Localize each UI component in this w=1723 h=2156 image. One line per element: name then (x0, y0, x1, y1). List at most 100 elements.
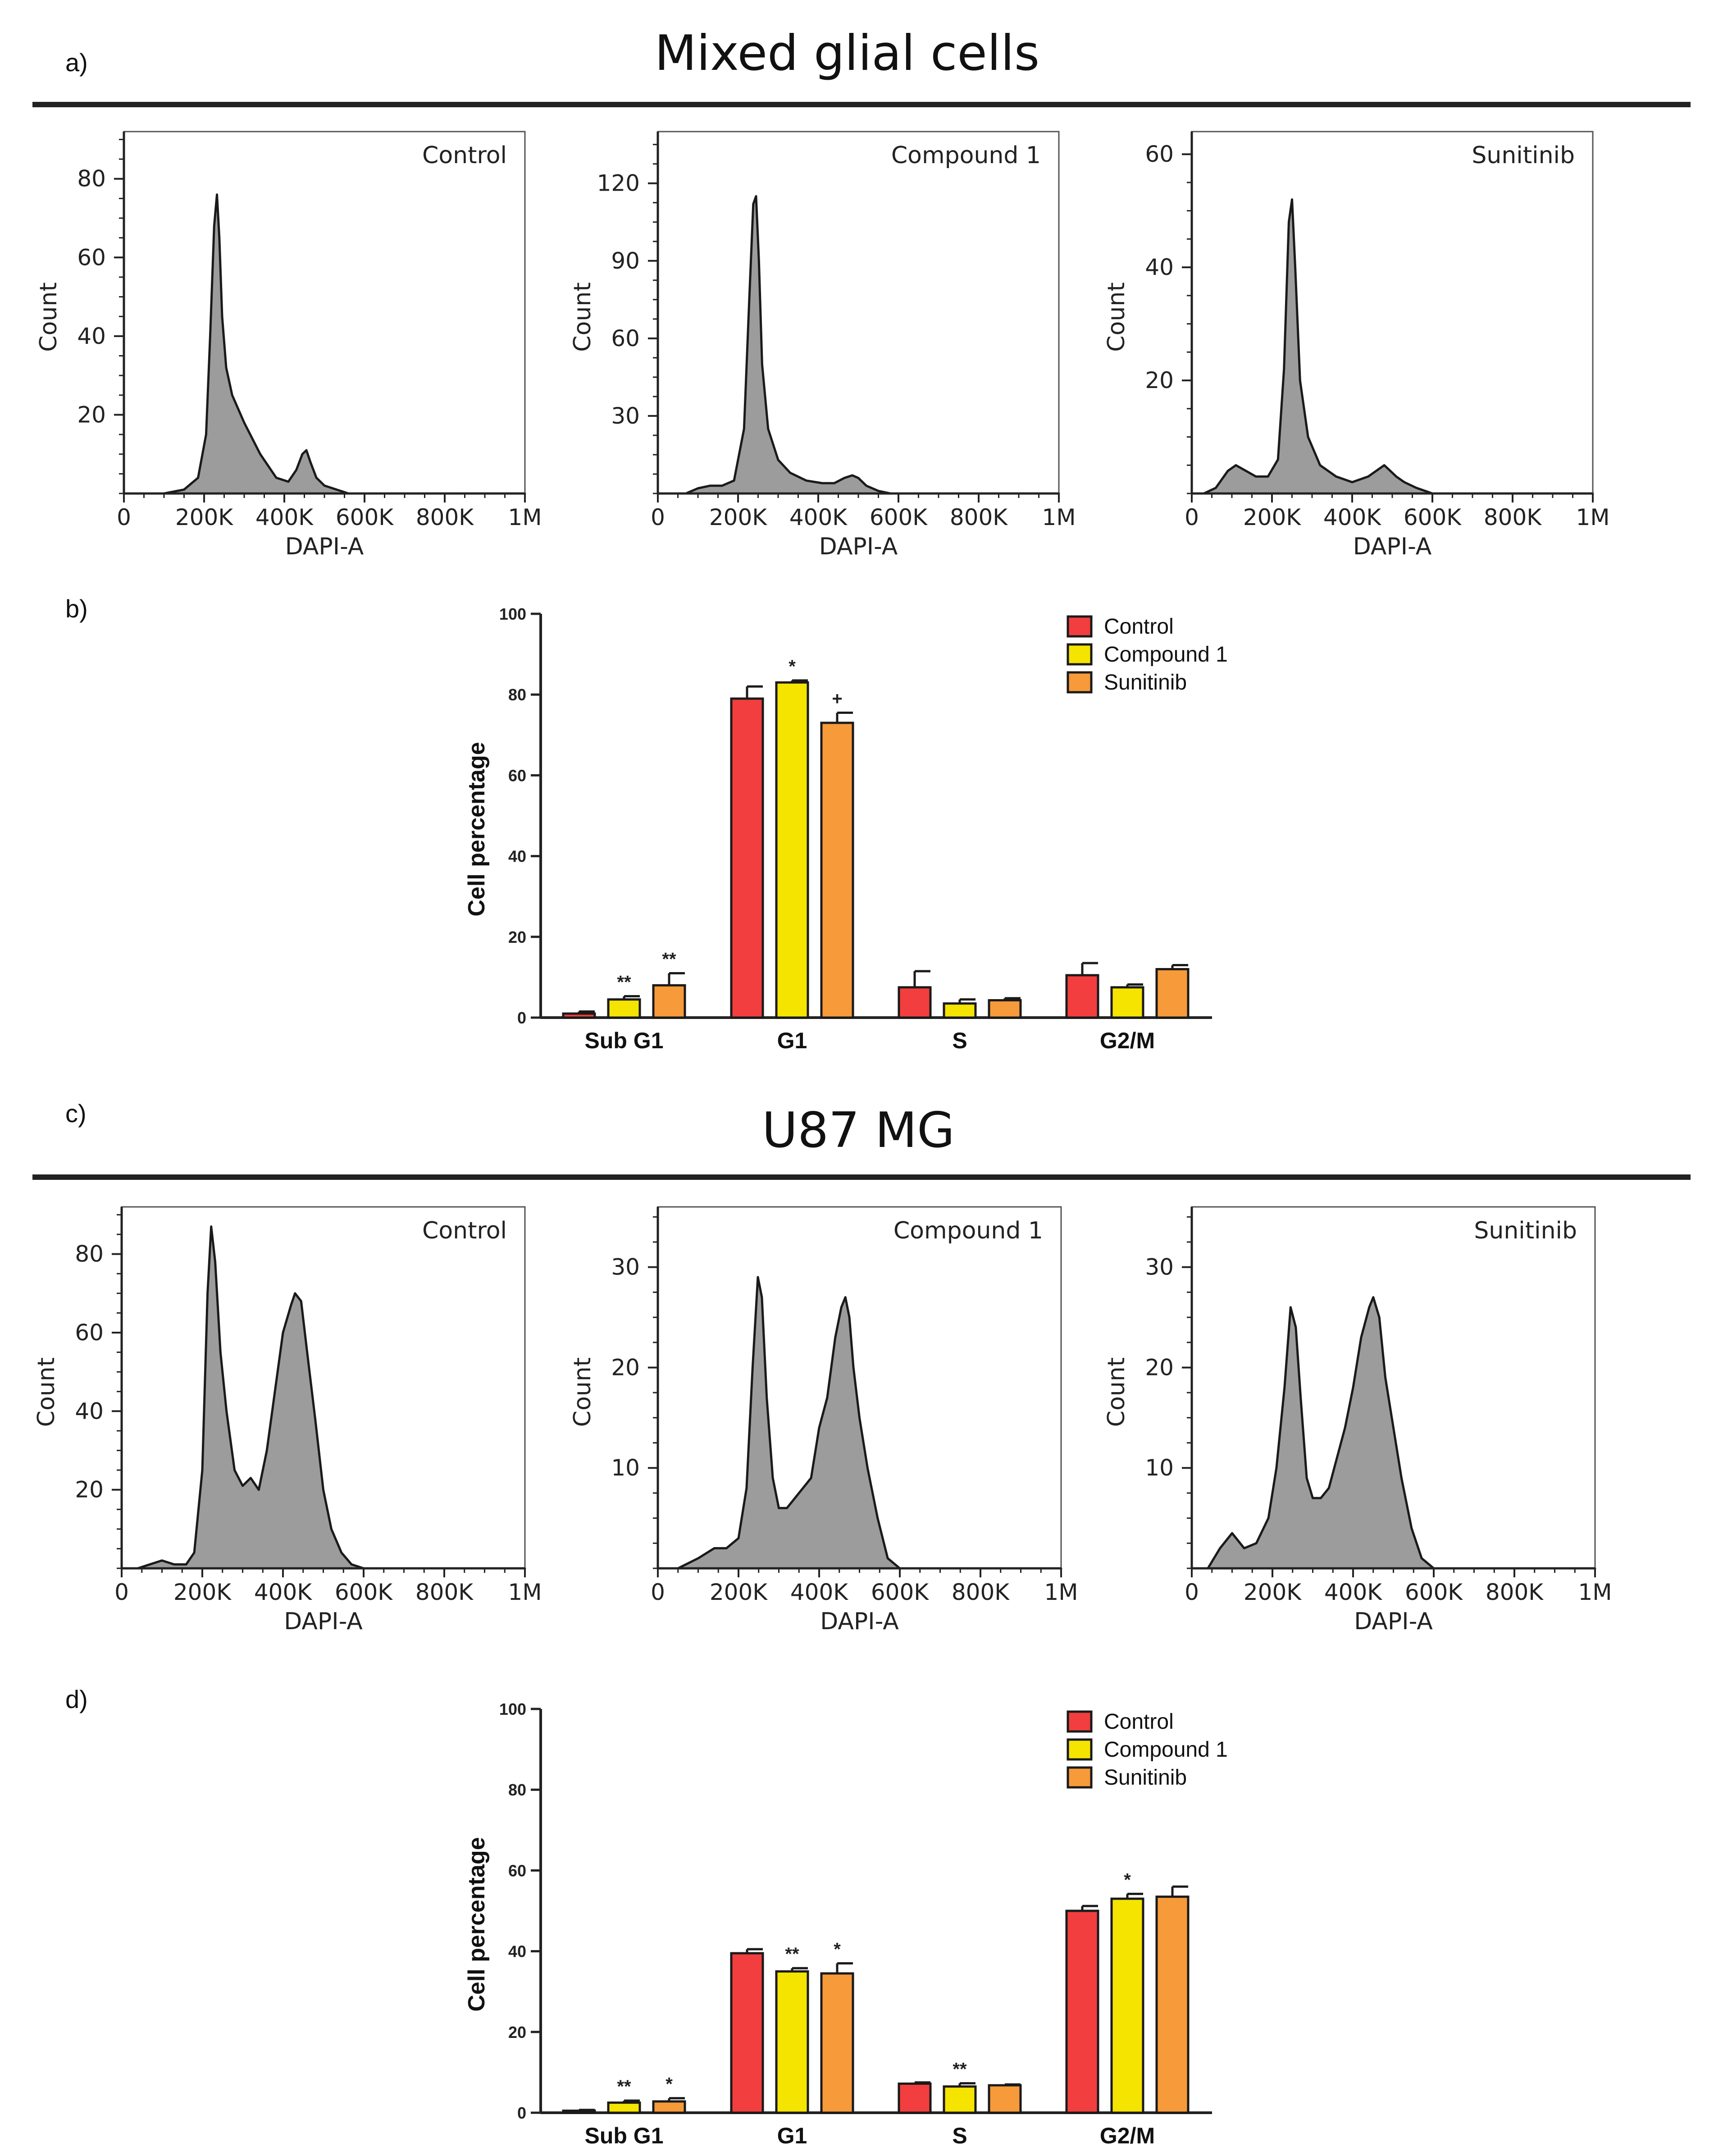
x-tick-label: 800K (950, 504, 1008, 530)
x-tick-label: 400K (255, 504, 314, 530)
significance-marker: ** (785, 1944, 799, 1964)
x-tick-label: 0 (651, 1579, 665, 1605)
x-axis-label: DAPI-A (284, 1608, 363, 1635)
y-tick-label: 60 (611, 325, 640, 352)
bar-sunitinib (652, 2100, 686, 2114)
bar-compound1 (775, 681, 809, 1019)
y-tick-label: 60 (75, 1320, 104, 1346)
bar-compound1 (943, 2085, 977, 2114)
bar-compound1 (607, 2101, 641, 2114)
y-axis-label: Cell percentage (464, 1837, 490, 2011)
x-tick-label: 400K (790, 1579, 848, 1605)
histogram-area (656, 195, 1060, 495)
y-tick-label: 60 (508, 1861, 526, 1880)
histogram-area (123, 193, 526, 495)
bar-control (898, 986, 932, 1019)
section-c-title: U87 MG (762, 1102, 955, 1159)
x-tick-label: 800K (952, 1579, 1010, 1605)
legend-swatch-sunitinib (1067, 1766, 1093, 1789)
bar-sunitinib (820, 1972, 854, 2114)
x-axis-label: DAPI-A (1354, 1608, 1433, 1635)
legend-label-control: Control (1104, 1710, 1174, 1734)
x-tick-label: 600K (336, 504, 394, 530)
panel-title: Control (422, 1217, 507, 1244)
y-tick-label: 20 (508, 2023, 526, 2042)
bar-control (1065, 974, 1099, 1019)
x-tick-label: 400K (1324, 1579, 1382, 1605)
y-tick-label: 20 (77, 402, 106, 428)
bar-sunitinib (1155, 968, 1190, 1019)
significance-marker: ** (617, 973, 631, 992)
bar-compound1 (943, 1002, 977, 1019)
x-category-label: G1 (777, 2123, 807, 2148)
x-tick-label: 600K (871, 1579, 929, 1605)
bar-sunitinib (1155, 1896, 1190, 2114)
legend-label-compound1: Compound 1 (1104, 643, 1228, 667)
y-tick-label: 10 (1145, 1455, 1174, 1481)
bar-control (730, 1952, 764, 2114)
x-tick-label: 1M (1044, 1579, 1078, 1605)
y-tick-label: 80 (508, 1781, 526, 1799)
y-tick-label: 40 (508, 1942, 526, 1961)
significance-marker: ** (617, 2077, 631, 2097)
x-tick-label: 200K (1244, 1579, 1302, 1605)
x-tick-label: 200K (709, 504, 767, 530)
panel-title: Compound 1 (891, 142, 1041, 169)
histogram-u87-sunitinib: 0 200K 400K 600K 800K 1M 10 20 30 Sunitinib DAPI-A… (1103, 1206, 1612, 1635)
panel-title: Control (422, 142, 507, 169)
x-tick-label: 800K (1484, 504, 1542, 530)
x-axis-label: DAPI-A (285, 533, 364, 560)
legend-label-sunitinib: Sunitinib (1104, 671, 1187, 694)
legend-swatch-control (1067, 1710, 1093, 1733)
y-axis-label: Count (569, 1357, 596, 1427)
bar-sunitinib (820, 722, 854, 1019)
bar-sunitinib (652, 984, 686, 1019)
y-axis-label: Count (33, 1357, 60, 1427)
significance-marker: * (1124, 1870, 1131, 1890)
x-category-label: G1 (777, 1028, 807, 1053)
bar-control (898, 2082, 932, 2114)
y-tick-label: 20 (508, 928, 526, 946)
x-tick-label: 0 (651, 504, 665, 530)
panel-title: Compound 1 (893, 1217, 1043, 1244)
x-tick-label: 800K (416, 504, 474, 530)
y-tick-label: 60 (508, 766, 526, 785)
x-tick-label: 600K (870, 504, 928, 530)
x-tick-label: 200K (1243, 504, 1301, 530)
bar-chart-mixed-glial: 0 20 40 60 80 100 Cell percentage Sub G1 ** ** G1 *… (464, 605, 1228, 1053)
legend-swatch-compound1 (1067, 1738, 1093, 1761)
panel-title: Sunitinib (1474, 1217, 1577, 1244)
y-tick-label: 10 (611, 1455, 640, 1481)
x-tick-label: 800K (1486, 1579, 1544, 1605)
y-tick-label: 30 (611, 403, 640, 429)
section-d-header: d) (65, 1685, 88, 1713)
y-tick-label: 120 (597, 170, 640, 196)
bar-sunitinib (988, 2084, 1022, 2114)
x-axis-label: DAPI-A (819, 533, 898, 560)
y-axis-label: Count (35, 282, 62, 352)
histogram-u87-control: 0 200K 400K 600K 800K 1M 20 40 60 80 Control DAPI-A… (33, 1206, 542, 1635)
y-axis-label: Count (569, 282, 596, 352)
x-tick-label: 0 (114, 1579, 129, 1605)
y-axis-label: Count (1103, 1357, 1130, 1427)
x-category-label: S (952, 1028, 967, 1053)
x-tick-label: 600K (1404, 504, 1462, 530)
x-tick-label: 600K (335, 1579, 393, 1605)
x-tick-label: 400K (254, 1579, 312, 1605)
section-b-letter: b) (65, 594, 88, 623)
y-tick-label: 100 (499, 605, 526, 623)
bar-control (1065, 1909, 1099, 2114)
y-tick-label: 30 (611, 1254, 640, 1280)
histogram-mixed-glial-compound1: 0 200K 400K 600K 800K 1M 30 60 90 120 Compound 1 DA… (569, 131, 1076, 560)
x-category-label: Sub G1 (584, 2123, 663, 2148)
histogram-mixed-glial-sunitinib: 0 200K 400K 600K 800K 1M 20 40 60 Sunitinib DAPI-A… (1103, 131, 1609, 560)
y-tick-label: 90 (611, 248, 640, 274)
bar-control (562, 1012, 596, 1019)
y-tick-label: 40 (1145, 254, 1174, 280)
section-a-header: a) Mixed glial cells (32, 25, 1691, 107)
y-tick-label: 60 (77, 244, 106, 270)
x-category-label: G2/M (1100, 2123, 1155, 2148)
bar-control (730, 697, 764, 1019)
x-tick-label: 0 (1185, 1579, 1199, 1605)
